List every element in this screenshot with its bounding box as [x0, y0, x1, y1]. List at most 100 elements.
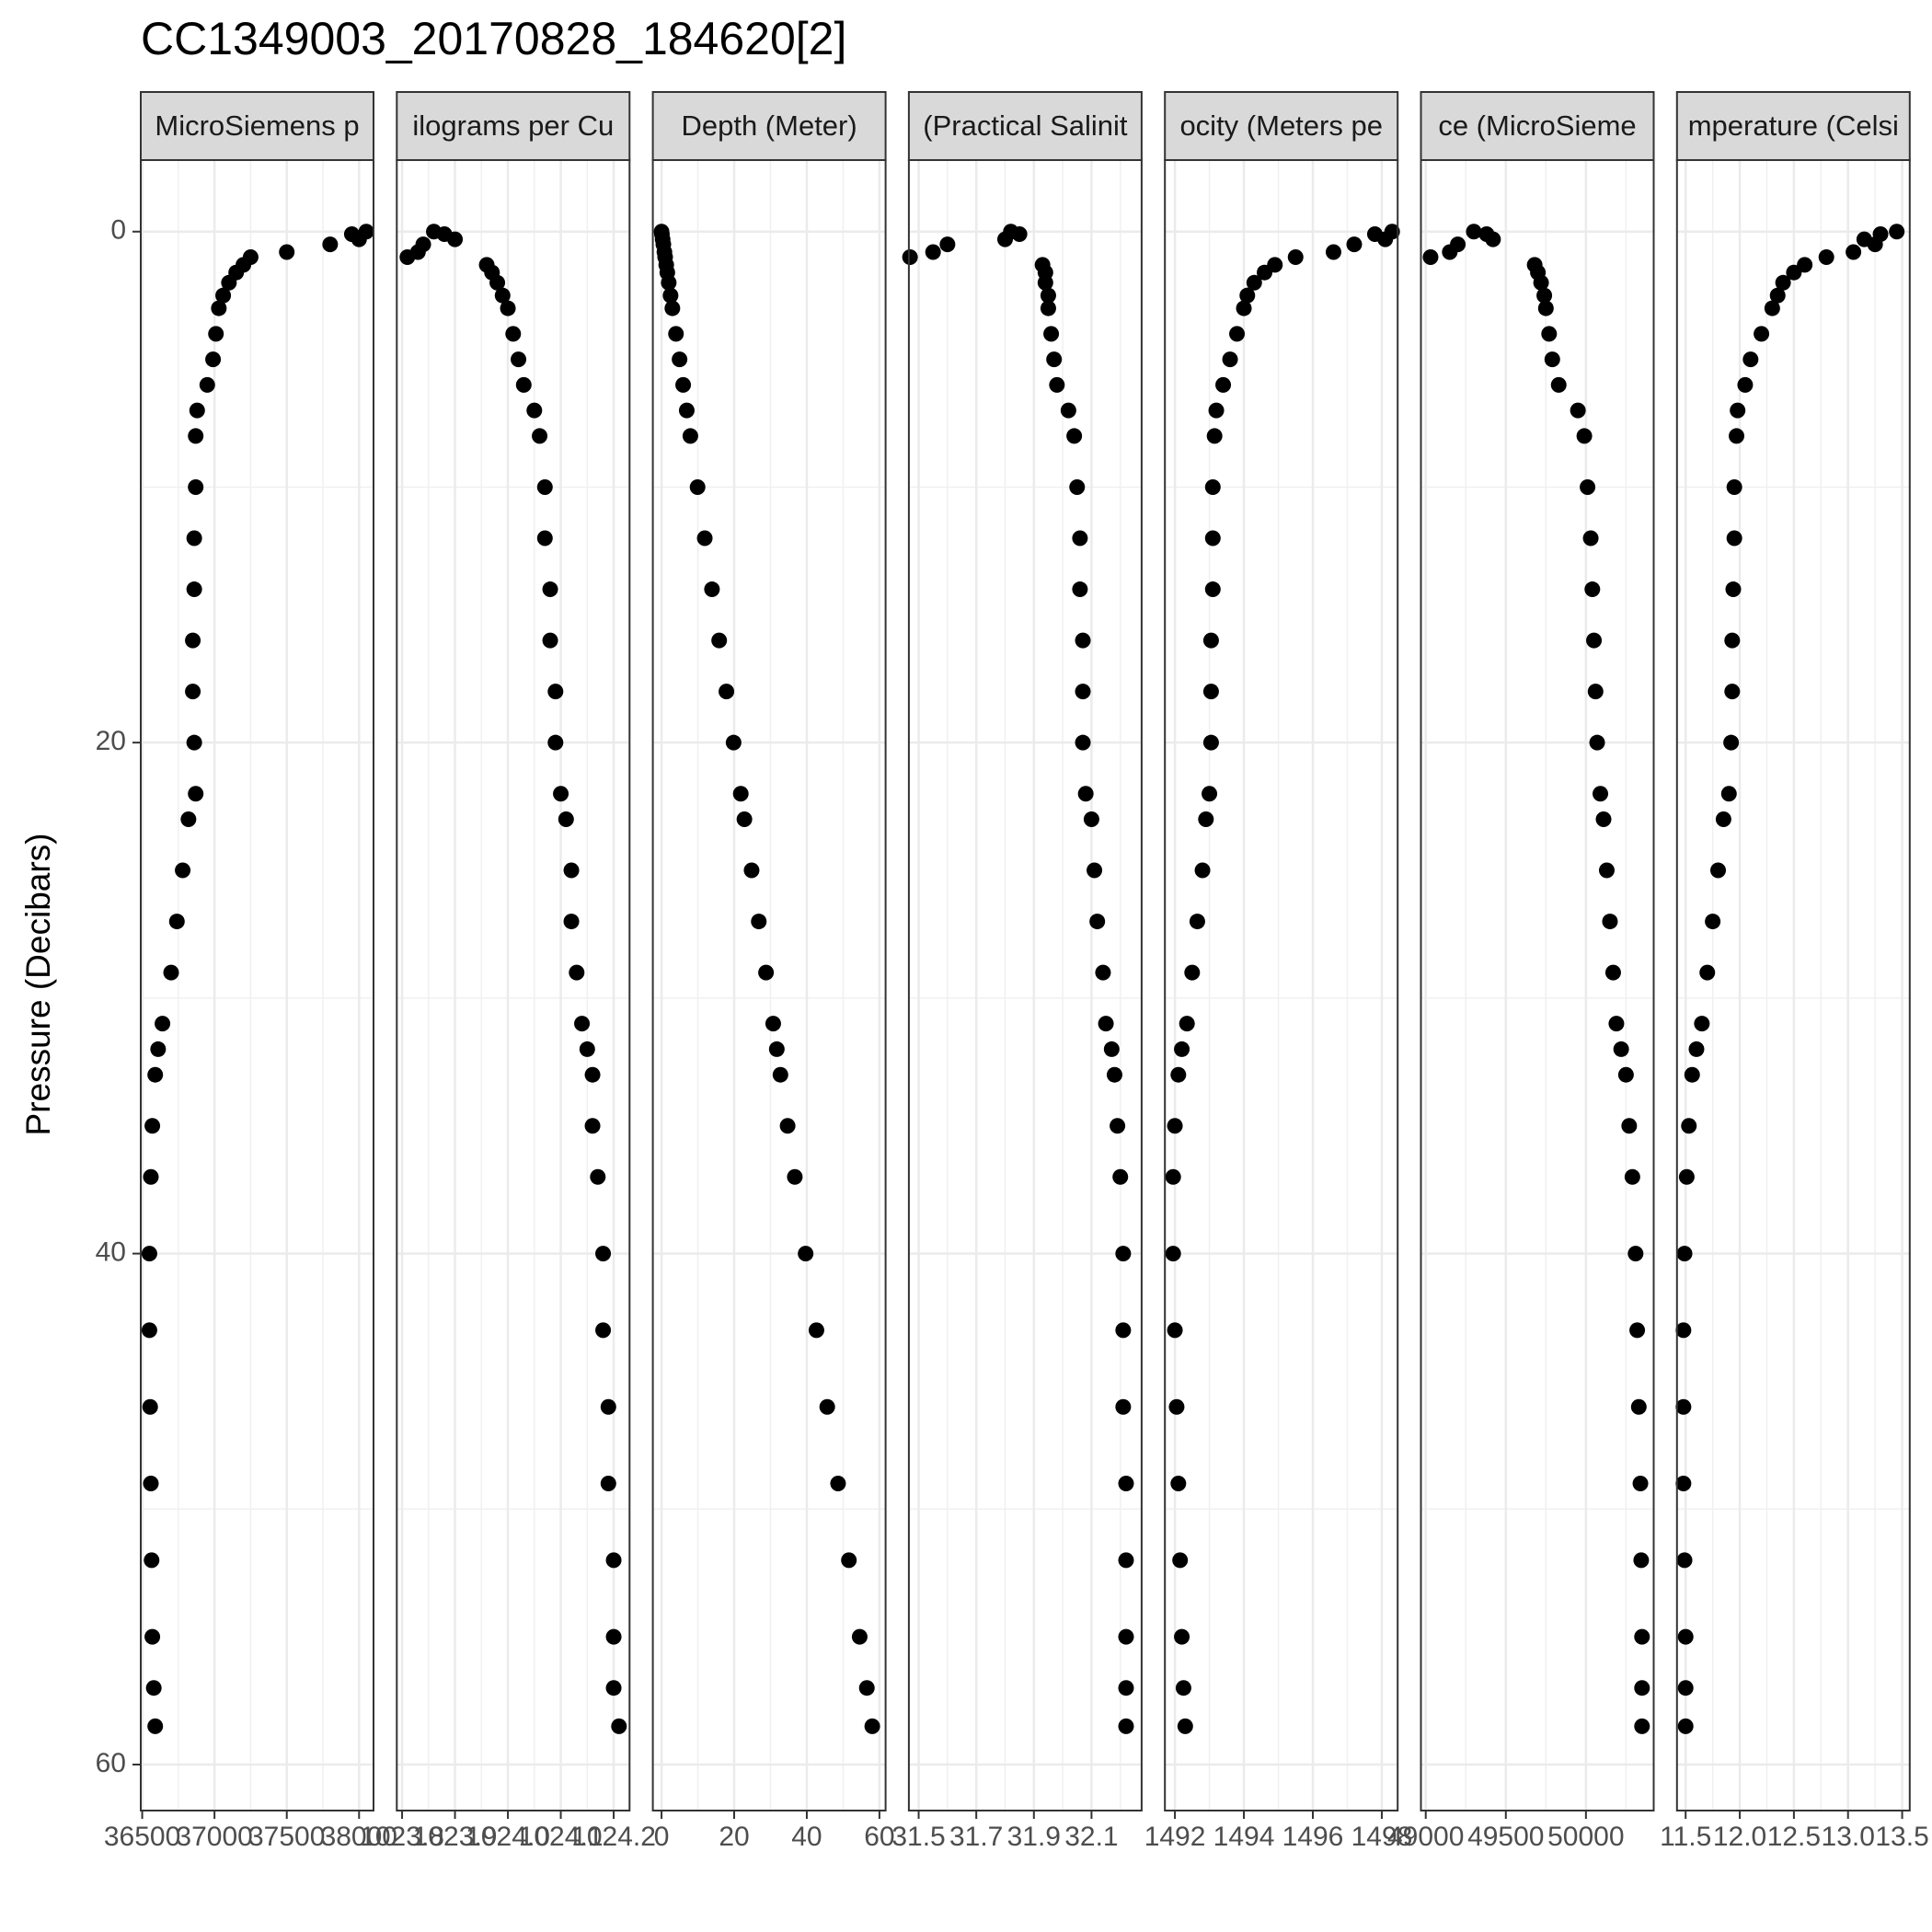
data-point — [605, 1628, 622, 1645]
x-tick-label: 40 — [791, 1822, 822, 1852]
data-point — [787, 1168, 803, 1185]
data-point — [447, 231, 464, 247]
data-point — [1675, 1398, 1692, 1415]
data-point — [1634, 1680, 1650, 1696]
data-point — [144, 1118, 161, 1134]
data-point — [1633, 1552, 1650, 1569]
data-point — [1202, 632, 1219, 649]
data-point — [1011, 226, 1028, 243]
chart-title: CC1349003_20170828_184620[2] — [141, 13, 846, 64]
data-point — [819, 1398, 835, 1415]
data-point — [1726, 530, 1742, 546]
data-point — [1684, 1066, 1700, 1083]
data-point — [188, 478, 204, 495]
panel — [651, 159, 887, 1811]
data-point — [711, 632, 728, 649]
data-point — [542, 581, 558, 598]
x-tick-label: 1023.8 — [360, 1822, 444, 1852]
data-point — [1621, 1118, 1638, 1134]
data-point — [1629, 1322, 1646, 1339]
panel — [1675, 159, 1911, 1811]
data-point — [1608, 1016, 1625, 1032]
data-point — [725, 734, 742, 751]
data-point — [1742, 351, 1759, 368]
data-point — [1083, 811, 1099, 827]
data-point — [1624, 1168, 1640, 1185]
data-point — [186, 581, 202, 598]
data-point — [1867, 236, 1883, 253]
strip-label: ocity (Meters pe — [1179, 109, 1383, 142]
data-point — [1677, 1680, 1694, 1696]
data-point — [1705, 914, 1721, 930]
data-point — [1098, 1016, 1114, 1032]
data-point — [147, 1718, 164, 1734]
data-point — [675, 376, 692, 393]
data-point — [211, 300, 227, 316]
x-tick-label: 49500 — [1467, 1822, 1544, 1852]
data-point — [1194, 862, 1211, 879]
data-point — [1602, 914, 1618, 930]
panel-background — [1165, 160, 1398, 1811]
data-point — [186, 734, 202, 751]
data-point — [1724, 632, 1741, 649]
data-point — [939, 236, 956, 253]
data-point — [600, 1398, 616, 1415]
data-point — [1095, 964, 1111, 981]
data-point — [1889, 224, 1905, 240]
data-point — [1634, 1718, 1650, 1734]
data-point — [515, 376, 532, 393]
data-point — [1229, 326, 1246, 342]
data-point — [1485, 231, 1501, 247]
data-point — [322, 236, 339, 253]
data-point — [532, 428, 548, 444]
x-tick-label: 31.5 — [891, 1822, 945, 1852]
data-point — [732, 786, 749, 802]
data-point — [1593, 786, 1609, 802]
data-point — [1729, 428, 1745, 444]
data-point — [351, 231, 367, 247]
data-point — [1206, 428, 1223, 444]
data-point — [143, 1168, 159, 1185]
strip-background — [1675, 91, 1911, 161]
data-point — [186, 530, 202, 546]
data-point — [553, 786, 569, 802]
x-tick-label: 0 — [654, 1822, 670, 1852]
data-point — [841, 1552, 857, 1569]
data-point — [1174, 1041, 1190, 1057]
data-point — [150, 1041, 167, 1057]
data-point — [1112, 1168, 1129, 1185]
x-tick-label: 12.5 — [1767, 1822, 1821, 1852]
strip-label: Depth (Meter) — [681, 109, 857, 142]
data-point — [188, 428, 204, 444]
data-point — [925, 244, 941, 260]
data-point — [1075, 632, 1091, 649]
data-point — [1466, 224, 1482, 240]
x-tick-label: 13.5 — [1875, 1822, 1928, 1852]
data-point — [1786, 264, 1802, 281]
strip-background — [1164, 91, 1399, 161]
data-point — [180, 811, 197, 827]
data-point — [1204, 581, 1221, 598]
panel — [1420, 159, 1655, 1811]
data-point — [141, 1322, 157, 1339]
data-point — [505, 326, 522, 342]
data-point — [142, 1398, 158, 1415]
data-point — [1595, 811, 1612, 827]
data-point — [1087, 862, 1103, 879]
data-point — [563, 914, 580, 930]
x-tick-label: 1492 — [1144, 1822, 1206, 1852]
data-point — [590, 1168, 606, 1185]
data-point — [1208, 402, 1225, 419]
data-point — [1613, 1041, 1629, 1057]
data-point — [605, 1680, 622, 1696]
x-tick-label: 31.9 — [1007, 1822, 1061, 1852]
y-axis-label: Pressure (Decibars) — [19, 834, 57, 1136]
data-point — [1072, 581, 1088, 598]
data-point — [584, 1118, 601, 1134]
data-point — [489, 274, 506, 291]
x-tick-label: 60 — [864, 1822, 894, 1852]
data-point — [1115, 1322, 1132, 1339]
data-point — [798, 1246, 814, 1262]
data-point — [1060, 402, 1076, 419]
data-point — [1106, 1066, 1122, 1083]
